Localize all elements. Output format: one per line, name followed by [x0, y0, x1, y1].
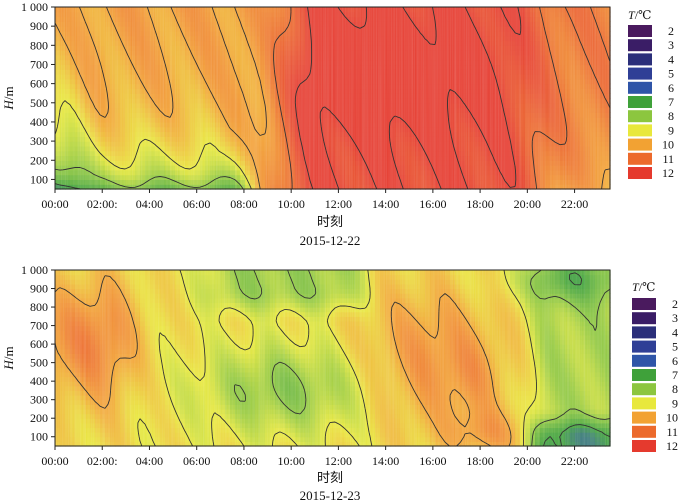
x-axis-1: 00:00 02:00: 04:00 06:00 08:00 10:00 12:00 14:0…: [41, 189, 588, 211]
y-tick-label: 900: [30, 19, 48, 33]
y-axis-1: 100 200 300 400 500 600 700 800 900 1 000: [21, 0, 55, 186]
x-tick-label: 04:00: [136, 197, 163, 211]
x-tick-label: 08:00: [230, 197, 257, 211]
y-tick-label: 600: [30, 77, 48, 91]
y-tick-label: 400: [30, 115, 48, 129]
y-tick-label: 700: [30, 57, 48, 71]
x-tick-label: 10:00: [277, 197, 304, 211]
panel-2015-12-22: 100 200 300 400 500 600 700 800 900 1 000 00:00 02…: [1, 0, 611, 248]
contours-1: [54, 6, 611, 190]
contour-line: [54, 6, 611, 190]
x-tick-label: 00:00: [41, 197, 68, 211]
y-tick-label: 1 000: [21, 0, 48, 14]
x-tick-label: 02:00:: [87, 197, 118, 211]
x-tick-label: 12:00: [325, 197, 352, 211]
x-tick-label: 16:00: [419, 197, 446, 211]
x-axis-label-1: 时刻: [317, 214, 343, 229]
x-tick-label: 18:00: [466, 197, 493, 211]
y-tick-label: 500: [30, 96, 48, 110]
y-tick-label: 100: [30, 172, 48, 186]
y-axis-label-1: H/m: [1, 86, 16, 110]
heatmap-texture-1: [55, 7, 610, 189]
chart-title-1: 2015-12-22: [300, 233, 361, 248]
x-tick-label: 06:00: [183, 197, 210, 211]
x-tick-label: 20:00: [514, 197, 541, 211]
y-tick-label: 800: [30, 38, 48, 52]
x-tick-label: 14:00: [372, 197, 399, 211]
plot-frame-1: [54, 6, 611, 190]
y-tick-label: 200: [30, 153, 48, 167]
x-tick-label: 22:00: [561, 197, 588, 211]
y-tick-label: 300: [30, 134, 48, 148]
